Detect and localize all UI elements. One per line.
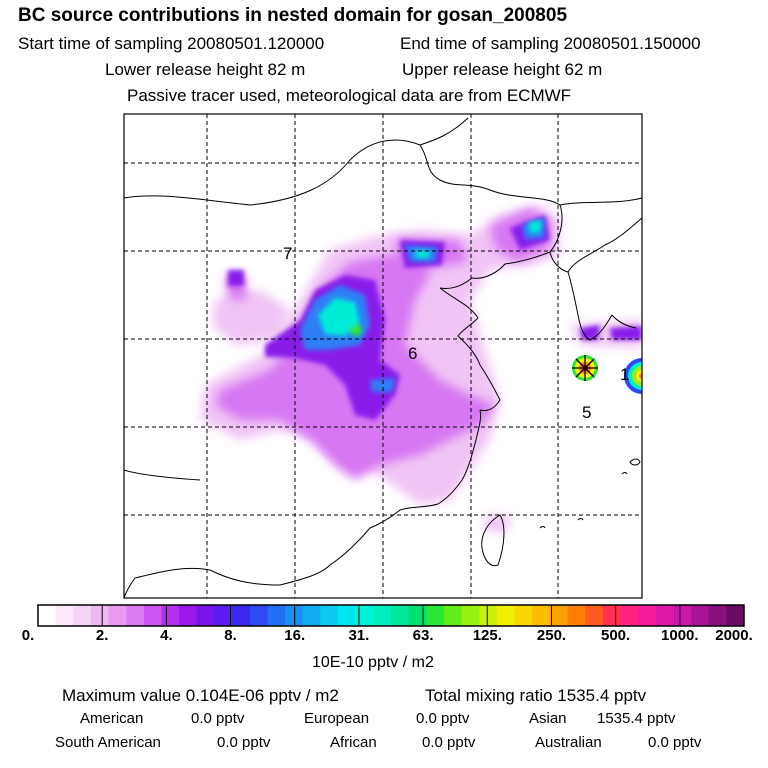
hotspot-east-edge: [624, 358, 642, 394]
colorbar-tick-label: 8.: [224, 627, 237, 644]
coastlines-borders: [124, 117, 642, 598]
colorbar-cell: [532, 605, 551, 626]
upper-release-height: Upper release height 62 m: [402, 60, 603, 79]
colorbar-tick-label: 4.: [160, 627, 173, 644]
colorbar-cell: [673, 605, 692, 626]
region-european-value: 0.0 pptv: [416, 710, 470, 727]
colorbar-cell: [708, 605, 727, 626]
colorbar-cell: [108, 605, 127, 626]
total-mixing-ratio: Total mixing ratio 1535.4 pptv: [425, 686, 647, 705]
colorbar-tick-label: 0.: [21, 627, 35, 644]
colorbar-cell: [496, 605, 515, 626]
colorbar-cell: [443, 605, 462, 626]
colorbar-cell: [232, 605, 251, 626]
colorbar-cell: [338, 605, 357, 626]
colorbar-cell: [249, 605, 268, 626]
region-african-label: African: [330, 734, 377, 751]
colorbar-cell: [373, 605, 392, 626]
colorbar-tick-label: 2.: [95, 627, 109, 644]
plume-peak: [318, 220, 542, 336]
colorbar-cell: [638, 605, 657, 626]
colorbar-cell: [391, 605, 410, 626]
region-african-value: 0.0 pptv: [422, 734, 476, 751]
end-time: End time of sampling 20080501.150000: [400, 34, 701, 53]
colorbar-cell: [726, 605, 745, 626]
contour-label-7: 7: [283, 244, 292, 263]
colorbar-tick-label: 500.: [600, 627, 631, 644]
region-south-american-value: 0.0 pptv: [217, 734, 271, 751]
colorbar-cell: [161, 605, 180, 626]
colorbar-cell: [196, 605, 215, 626]
contour-label-1: 1: [620, 365, 629, 384]
colorbar-cell: [320, 605, 339, 626]
colorbar-tick-label: 63.: [412, 627, 434, 644]
colorbar-tick-label: 250.: [536, 627, 567, 644]
colorbar-cell: [479, 605, 498, 626]
region-american-value: 0.0 pptv: [191, 710, 245, 727]
tracer-note: Passive tracer used, meteorological data…: [127, 86, 572, 105]
colorbar-cell: [514, 605, 533, 626]
region-australian-value: 0.0 pptv: [648, 734, 702, 751]
colorbar-cell: [143, 605, 162, 626]
colorbar-cell: [55, 605, 74, 626]
colorbar-tick-label: 1000.: [661, 627, 699, 644]
colorbar-cell: [408, 605, 427, 626]
colorbar-tick-label: 2000.: [715, 627, 753, 644]
lower-release-height: Lower release height 82 m: [105, 60, 306, 79]
region-european-label: European: [304, 710, 370, 727]
region-australian-label: Australian: [535, 734, 602, 751]
colorbar-tick-label: 16.: [284, 627, 306, 644]
region-american-label: American: [80, 710, 144, 727]
colorbar-cell: [602, 605, 621, 626]
start-time: Start time of sampling 20080501.120000: [18, 34, 325, 53]
max-value: Maximum value 0.104E-06 pptv / m2: [62, 686, 339, 705]
region-asian-label: Asian: [529, 710, 567, 727]
colorbar: [37, 605, 745, 626]
region-asian-value: 1535.4 pptv: [597, 710, 676, 727]
colorbar-cell: [549, 605, 568, 626]
lat-lon-grid: [124, 114, 642, 598]
colorbar-cell: [585, 605, 604, 626]
colorbar-cell: [73, 605, 92, 626]
receptor-star-icon: [572, 355, 598, 381]
colorbar-cell: [355, 605, 374, 626]
colorbar-tick-label: 31.: [348, 627, 370, 644]
colorbar-cell: [655, 605, 674, 626]
colorbar-cell: [461, 605, 480, 626]
sampling-times: Start time of sampling 20080501.120000 E…: [18, 34, 701, 54]
colorbar-cell: [267, 605, 286, 626]
contour-labels: 7 6 5 1: [283, 244, 629, 422]
colorbar-cell: [302, 605, 321, 626]
colorbar-frame: [37, 604, 745, 627]
colorbar-unit: 10E-10 pptv / m2: [312, 654, 434, 671]
colorbar-cell: [426, 605, 445, 626]
colorbar-cell: [90, 605, 109, 626]
colorbar-cell: [126, 605, 145, 626]
colorbar-cell: [691, 605, 710, 626]
colorbar-cell: [620, 605, 639, 626]
colorbar-cell: [38, 605, 57, 626]
colorbar-cell: [567, 605, 586, 626]
colorbar-tick-label: 125.: [472, 627, 502, 644]
map-frame: [123, 113, 643, 599]
colorbar-cell: [179, 605, 198, 626]
contour-label-6: 6: [408, 344, 417, 363]
colorbar-cell: [285, 605, 304, 626]
contour-label-5: 5: [582, 403, 591, 422]
summary-line: Maximum value 0.104E-06 pptv / m2 Total …: [62, 686, 646, 706]
plot-title: BC source contributions in nested domain…: [18, 5, 568, 26]
region-south-american-label: South American: [55, 734, 161, 751]
colorbar-cell: [214, 605, 233, 626]
release-heights: Lower release height 82 m Upper release …: [105, 60, 602, 80]
